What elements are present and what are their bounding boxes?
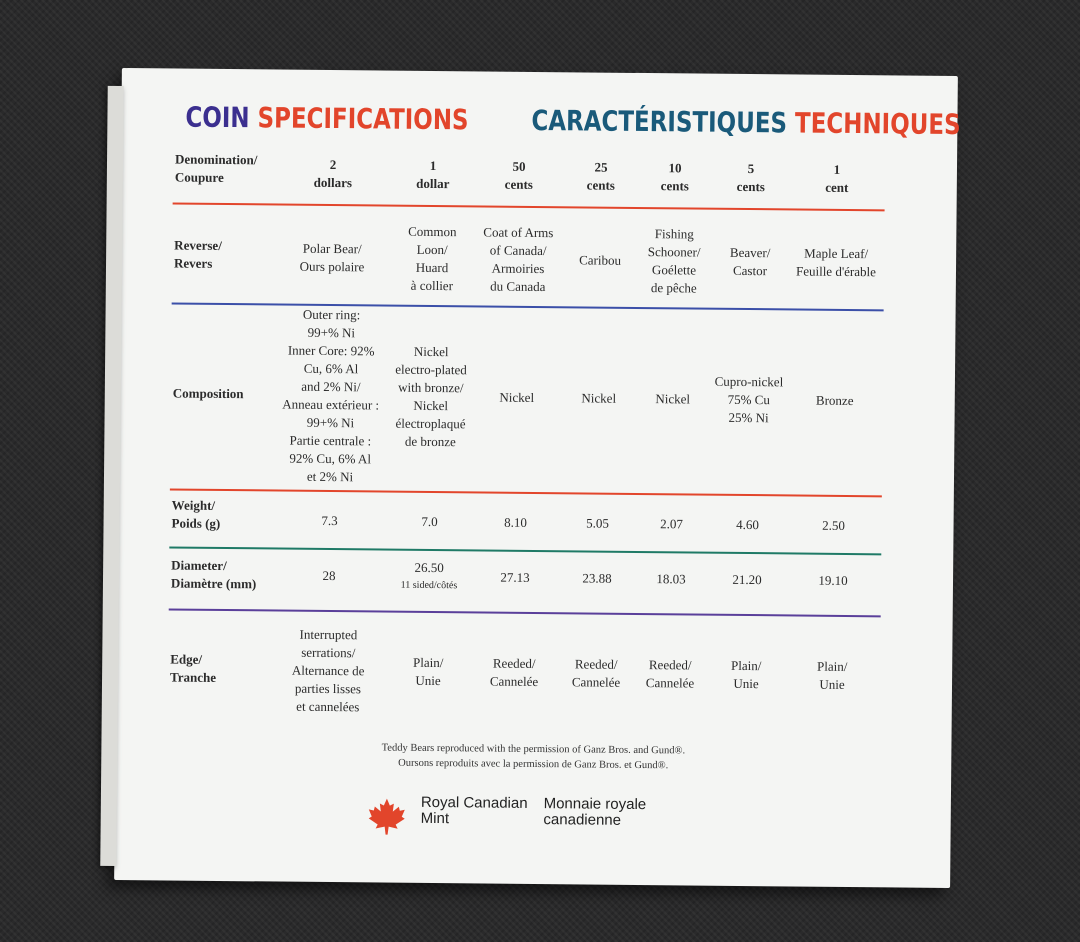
cell-text: 50 cents xyxy=(504,158,533,192)
label-text: Edge/ Tranche xyxy=(170,651,217,685)
label-edge: Edge/ Tranche xyxy=(170,650,216,686)
header-en-word2: SPECIFICATIONS xyxy=(257,101,469,137)
royal-canadian-mint-logo: Royal Canadian Mint Monnaie royale canad… xyxy=(367,794,646,839)
cell-text: 23.88 xyxy=(582,570,612,586)
label-weight: Weight/ Poids (g) xyxy=(171,497,220,533)
cell-weight: 7.3 xyxy=(274,511,384,530)
cell-reverse: Polar Bear/ Ours polaire xyxy=(277,240,387,277)
cell-text: Fishing Schooner/ Goélette de pêche xyxy=(647,226,701,296)
row-reverse: Reverse/ Revers xyxy=(122,68,958,271)
logo-fr-line2: canadienne xyxy=(543,811,622,829)
cell-text: Interrupted serrations/ Alternance de pa… xyxy=(291,626,365,715)
cell-text: Nickel xyxy=(499,389,535,405)
cell-text: Nickel xyxy=(655,391,691,407)
rule-violet xyxy=(168,608,881,618)
cell-text: Coat of Arms of Canada/ Armoiries du Can… xyxy=(483,224,554,295)
cell-text: 28 xyxy=(322,567,336,584)
cell-text: 18.03 xyxy=(656,571,686,587)
cell-text: 2.50 xyxy=(822,517,846,533)
cell-text: Polar Bear/ Ours polaire xyxy=(299,240,365,275)
rule-red xyxy=(172,202,885,212)
label-denomination: Denomination/ Coupure xyxy=(175,151,258,188)
cell-text: 27.13 xyxy=(500,569,530,585)
cell-text: Bronze xyxy=(815,392,854,409)
cell-text: 7.0 xyxy=(421,513,438,530)
cell-edge: Plain/ Unie xyxy=(777,657,887,694)
cell-text: 21.20 xyxy=(732,571,762,588)
cell-reverse: Maple Leaf/ Feuille d'érable xyxy=(781,244,891,281)
cell-text: Maple Leaf/ Feuille d'érable xyxy=(795,245,877,280)
cell-text: 26.50 xyxy=(414,559,444,576)
logo-french: Monnaie royale canadienne xyxy=(543,795,646,829)
cell-text: 1 dollar xyxy=(416,157,450,192)
label-composition: Composition xyxy=(173,385,244,404)
cell-text: 5.05 xyxy=(586,515,610,531)
label-text: Denomination/ Coupure xyxy=(174,151,258,185)
cell-text: 8.10 xyxy=(504,514,528,530)
cell-text: Outer ring: 99+% Ni Inner Core: 92% Cu, … xyxy=(282,306,380,485)
cell-text: Caribou xyxy=(579,252,622,268)
cell-composition: Outer ring: 99+% Ni Inner Core: 92% Cu, … xyxy=(275,306,387,487)
cell-diameter: 28 xyxy=(274,566,384,585)
header-french: CARACTÉRISTIQUES TECHNIQUES xyxy=(531,104,960,141)
cell-text: Cupro-nickel 75% Cu 25% Ni xyxy=(714,373,784,426)
cell-text: Plain/ Unie xyxy=(816,658,848,692)
cell-text: 7.3 xyxy=(321,512,338,529)
cell-text: 2.07 xyxy=(660,516,684,532)
header-english: COIN SPECIFICATIONS xyxy=(185,101,468,137)
cell-denomination: 2 dollars xyxy=(278,156,388,193)
cell-text: 10 cents xyxy=(660,160,689,194)
cell-text: 19.10 xyxy=(818,572,848,588)
cell-text: Nickel electro-plated with bronze/ Nicke… xyxy=(395,343,467,450)
cell-edge: Interrupted serrations/ Alternance de pa… xyxy=(273,625,384,716)
header-fr-word1: CARACTÉRISTIQUES xyxy=(531,103,788,140)
row-edge: Edge/ Tranche xyxy=(122,68,958,684)
permission-credit: Teddy Bears reproduced with the permissi… xyxy=(115,738,951,776)
cell-text: Plain/ Unie xyxy=(412,654,444,689)
spec-table-cells: 2 dollars 1 dollar 50 cents 25 cents 10 cent… xyxy=(122,68,958,714)
cell-text: 2 dollars xyxy=(313,157,353,191)
cell-text: 4.60 xyxy=(736,516,760,533)
cell-text: 25 cents xyxy=(586,159,615,193)
cell-weight: 2.50 xyxy=(778,516,888,535)
cell-text: Beaver/ Castor xyxy=(729,244,771,279)
row-diameter: Diameter/ Diamètre (mm) xyxy=(122,68,958,592)
rule-red xyxy=(169,488,882,498)
cell-diameter: 19.10 xyxy=(778,571,888,590)
spec-card: COIN SPECIFICATIONS CARACTÉRISTIQUES TEC… xyxy=(114,68,961,888)
cell-text: Reeded/ Cannelée xyxy=(645,657,695,691)
cell-text: Common Loon/ Huard à collier xyxy=(408,223,457,294)
cell-text: Plain/ Unie xyxy=(730,657,762,692)
header-fr-word2: TECHNIQUES xyxy=(794,106,961,142)
label-text: Diameter/ Diamètre (mm) xyxy=(170,557,257,592)
cell-text: 5 cents xyxy=(736,161,765,195)
cell-text: Reeded/ Cannelée xyxy=(571,656,621,690)
cell-denomination: 1 cent xyxy=(782,160,892,197)
cell-text: Reeded/ Cannelée xyxy=(489,655,539,690)
logo-english: Royal Canadian Mint xyxy=(420,794,528,828)
logo-en-line2: Mint xyxy=(420,809,450,828)
label-text: Composition xyxy=(172,385,244,402)
rule-green xyxy=(169,546,882,556)
label-diameter: Diameter/ Diamètre (mm) xyxy=(171,557,257,594)
label-text: Weight/ Poids (g) xyxy=(171,497,221,531)
cell-text: Nickel xyxy=(581,390,617,406)
header-en-word1: COIN xyxy=(185,100,250,135)
row-composition: Composition xyxy=(122,68,958,402)
maple-leaf-icon xyxy=(368,798,405,835)
row-weight: Weight/ Poids (g) xyxy=(122,68,958,531)
cell-text: 1 cent xyxy=(825,161,849,195)
label-text: Reverse/ Revers xyxy=(173,237,222,271)
label-reverse: Reverse/ Revers xyxy=(174,237,222,273)
row-denomination: Denomination/ Coupure xyxy=(122,68,958,185)
cell-composition: Bronze xyxy=(780,391,890,410)
